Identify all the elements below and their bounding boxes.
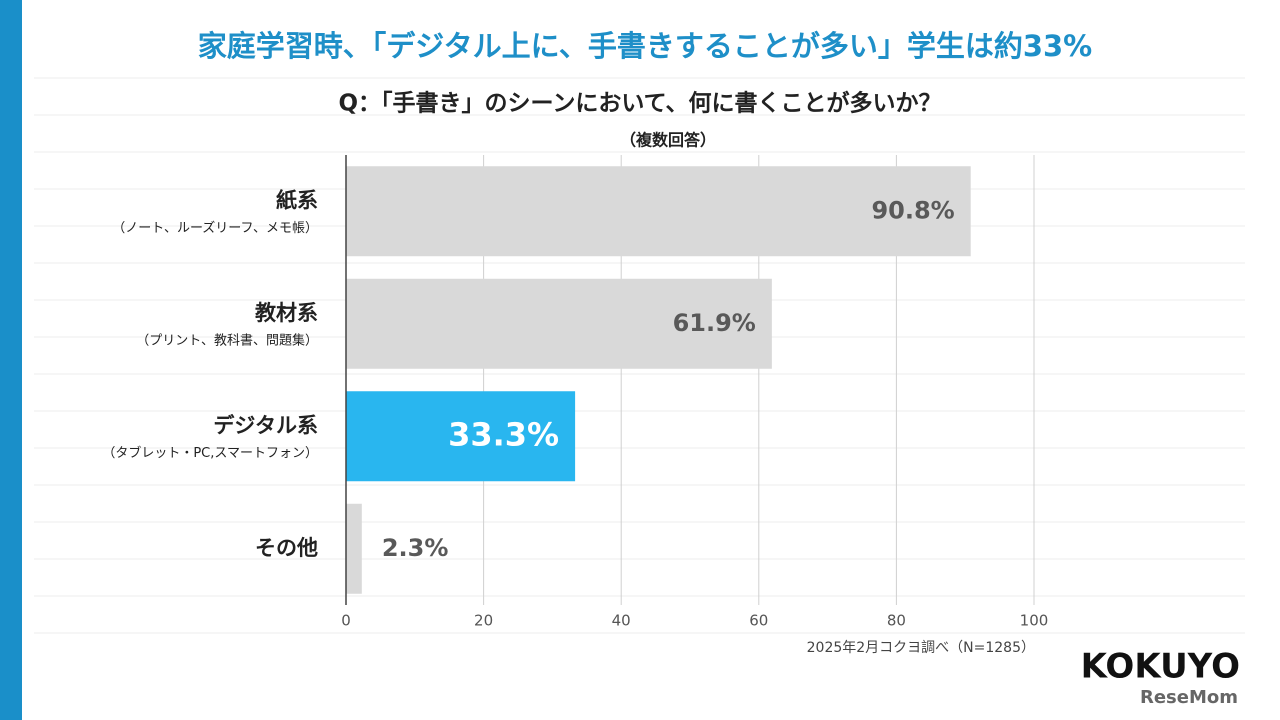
- side-strip: [0, 0, 22, 720]
- value-label: 61.9%: [673, 309, 756, 337]
- chart-subtitle: Q：「手書き」のシーンにおいて、何に書くことが多いか？: [338, 90, 941, 117]
- x-tick-label: 0: [341, 612, 351, 630]
- note: （複数回答）: [620, 131, 716, 150]
- logo: ReseMom: [1140, 687, 1238, 708]
- bar: [346, 278, 772, 369]
- value-label: 2.3%: [382, 534, 449, 562]
- category-sublabel: （ノート、ルーズリーフ、メモ帳）: [112, 220, 318, 236]
- category-sublabel: （タブレット・PC,スマートフォン）: [102, 445, 318, 461]
- bar: [346, 166, 971, 257]
- value-label: 90.8%: [871, 196, 954, 224]
- x-tick-label: 60: [749, 612, 768, 630]
- value-label: 33.3%: [448, 415, 559, 453]
- x-tick-label: 80: [887, 612, 906, 630]
- bar: [346, 391, 576, 482]
- category-label: デジタル系: [213, 413, 318, 437]
- bar: [346, 503, 362, 594]
- x-tick-label: 100: [1020, 612, 1049, 630]
- category-label: 教材系: [255, 301, 318, 325]
- chart-title: 家庭学習時、「デジタル上に、手書きすることが多い」学生は約33%: [198, 29, 1092, 63]
- source: 2025年2月コクヨ調べ（N=1285）: [807, 640, 1035, 656]
- category-label: 紙系: [276, 188, 318, 212]
- category-sublabel: （プリント、教科書、問題集）: [136, 332, 318, 348]
- logo: KOKUYO: [1081, 647, 1240, 687]
- x-tick-label: 20: [474, 612, 493, 630]
- category-label: その他: [255, 536, 318, 560]
- x-tick-label: 40: [612, 612, 631, 630]
